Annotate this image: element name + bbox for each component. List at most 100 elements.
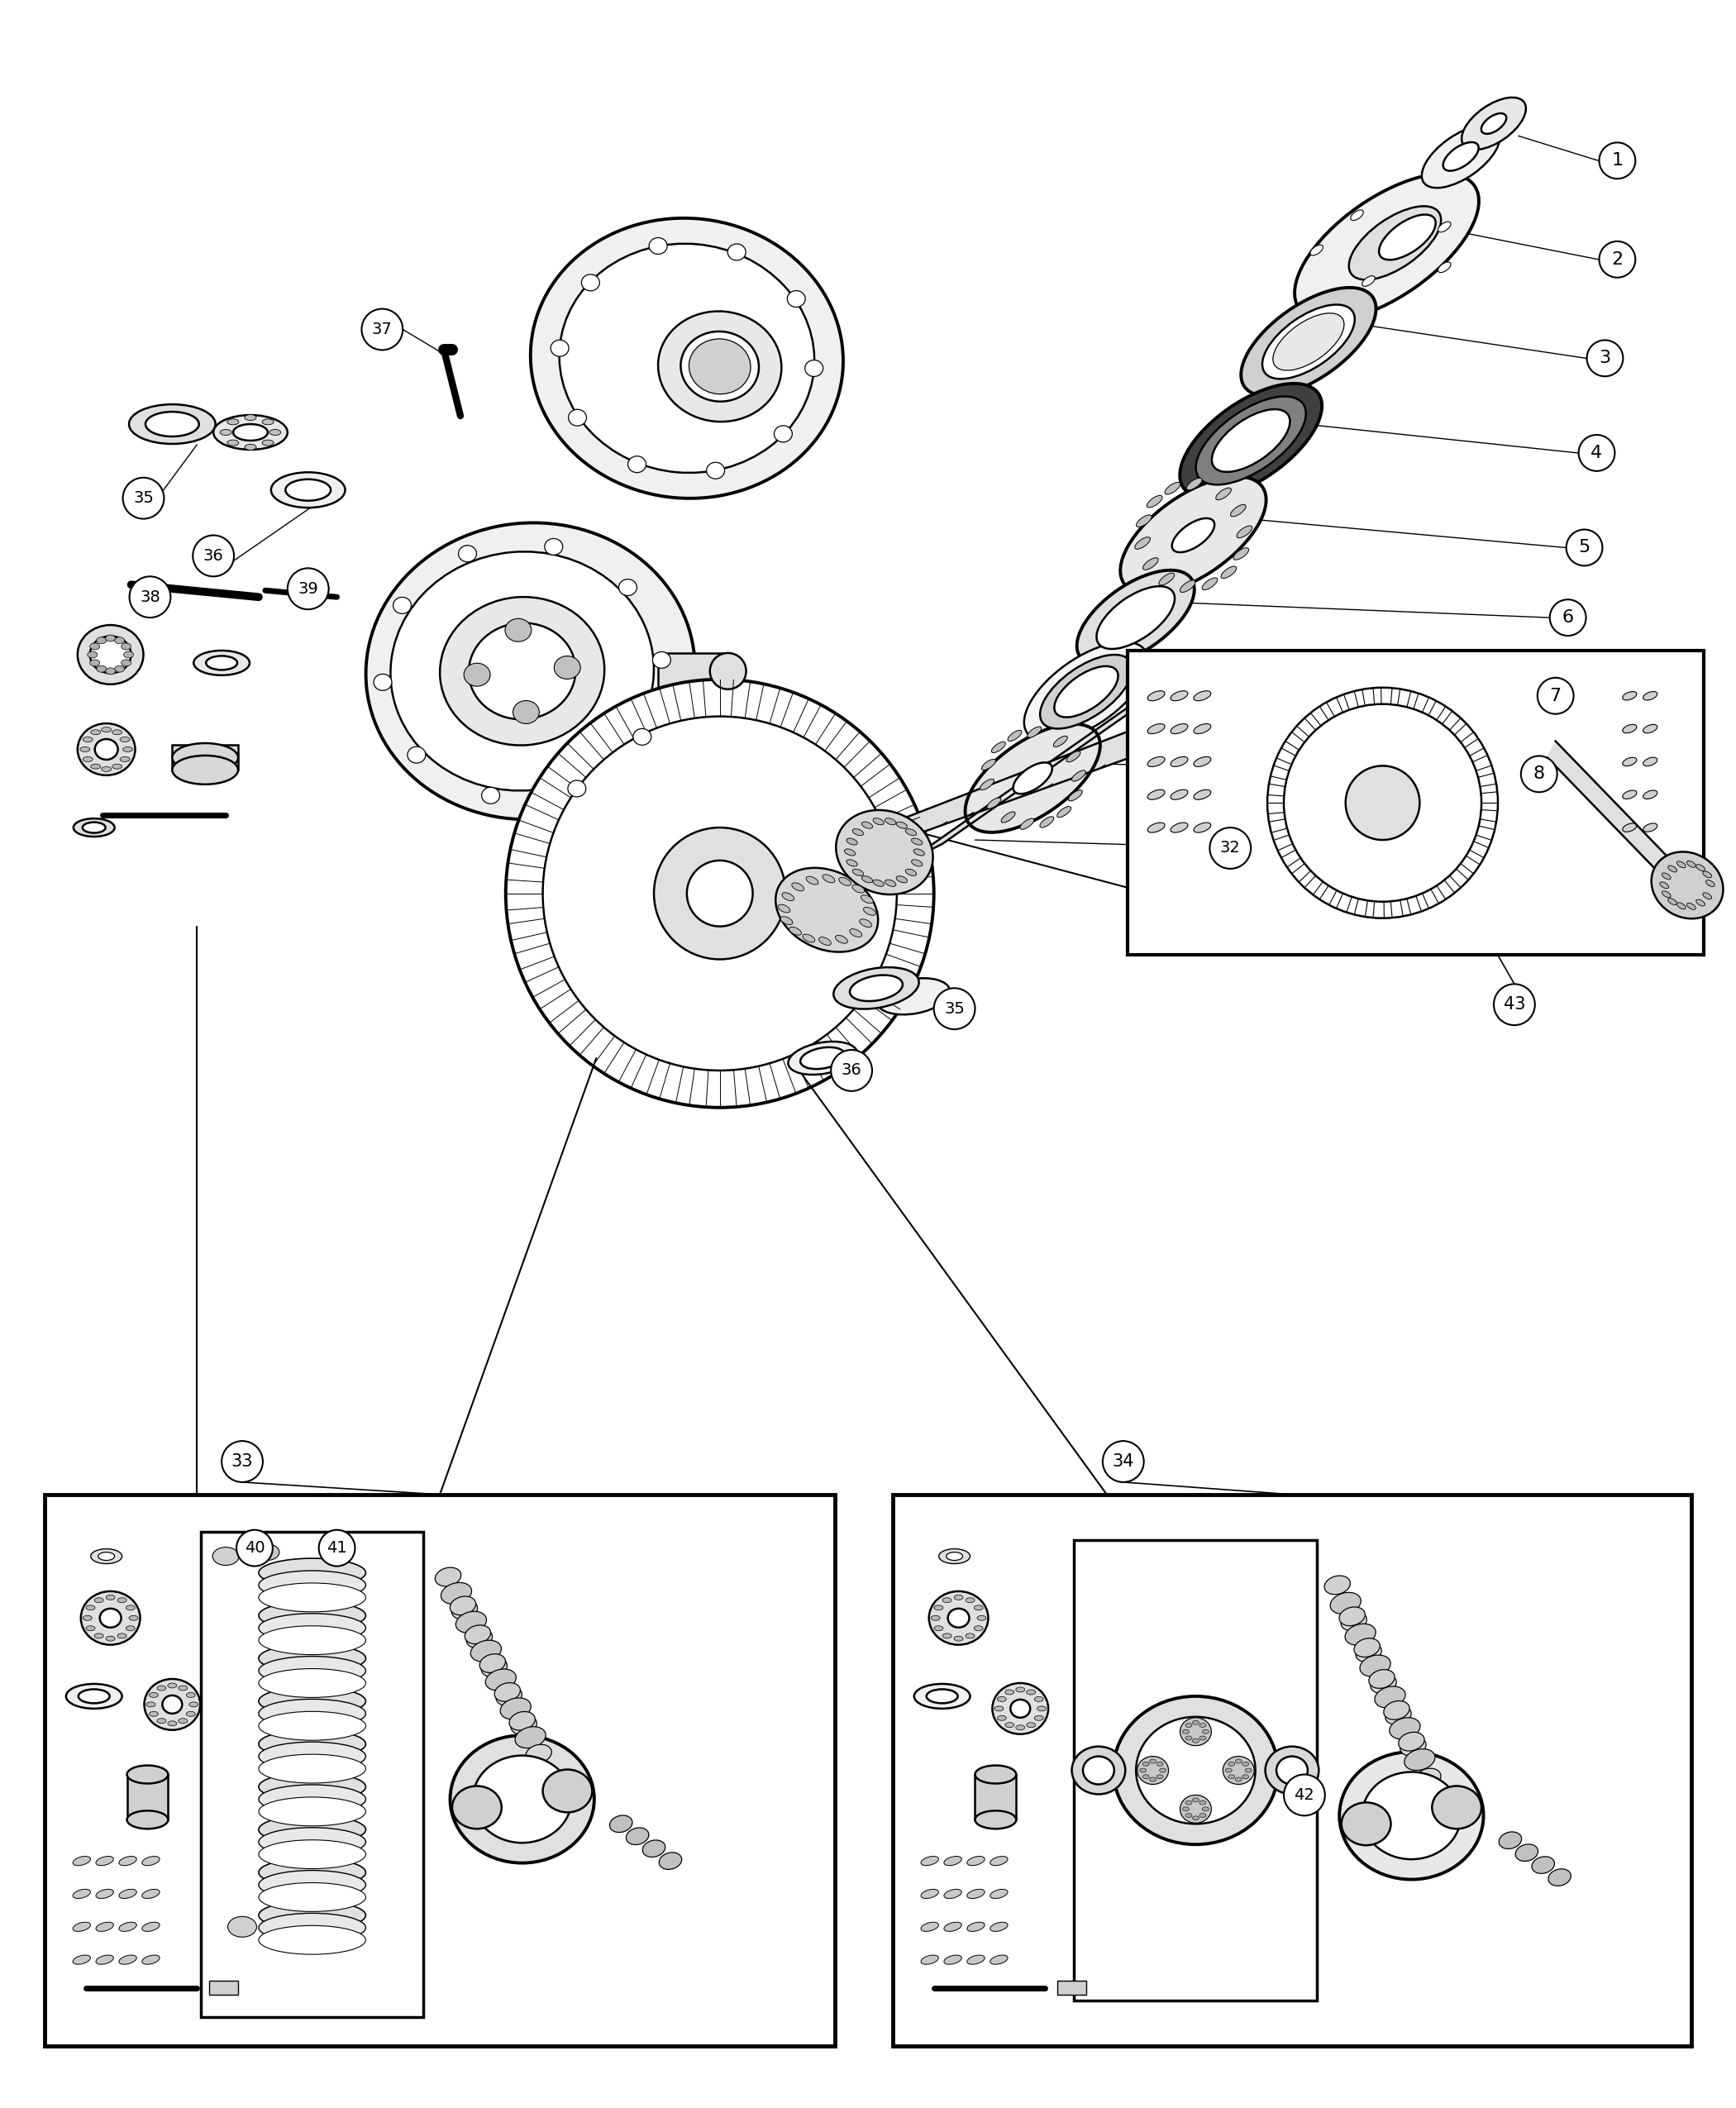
Ellipse shape [861, 877, 873, 883]
Ellipse shape [781, 917, 793, 925]
Ellipse shape [1432, 1785, 1481, 1830]
Ellipse shape [97, 666, 106, 672]
Ellipse shape [1644, 790, 1658, 799]
Ellipse shape [259, 1914, 366, 1941]
Ellipse shape [996, 1697, 1007, 1701]
Ellipse shape [1016, 1686, 1024, 1693]
Ellipse shape [1007, 729, 1023, 742]
Text: 40: 40 [245, 1541, 266, 1556]
Ellipse shape [838, 877, 851, 885]
Bar [172, 746, 238, 769]
Ellipse shape [123, 651, 134, 658]
Circle shape [543, 717, 898, 1071]
Ellipse shape [1036, 1705, 1047, 1712]
Ellipse shape [1236, 1760, 1241, 1764]
Ellipse shape [1236, 525, 1252, 538]
Polygon shape [901, 721, 1165, 839]
Ellipse shape [391, 552, 654, 790]
Ellipse shape [990, 1889, 1007, 1899]
Ellipse shape [861, 896, 873, 904]
Ellipse shape [95, 740, 118, 759]
Ellipse shape [83, 738, 92, 742]
Ellipse shape [127, 1606, 135, 1611]
Ellipse shape [911, 860, 922, 866]
Polygon shape [1547, 742, 1684, 890]
Text: 5: 5 [1578, 540, 1590, 557]
Circle shape [505, 679, 934, 1107]
Ellipse shape [1160, 1769, 1167, 1773]
Ellipse shape [457, 1611, 486, 1634]
Ellipse shape [1113, 1697, 1278, 1844]
Text: 8: 8 [1533, 765, 1545, 782]
Ellipse shape [974, 1625, 983, 1632]
Ellipse shape [1266, 1745, 1319, 1794]
Ellipse shape [441, 1583, 472, 1604]
Ellipse shape [658, 312, 781, 422]
Ellipse shape [1054, 736, 1068, 746]
Ellipse shape [906, 868, 917, 875]
Text: 7: 7 [1550, 687, 1561, 704]
Ellipse shape [1160, 573, 1174, 586]
Ellipse shape [965, 1598, 974, 1602]
Ellipse shape [156, 1718, 167, 1724]
Ellipse shape [90, 729, 101, 736]
Ellipse shape [207, 656, 238, 670]
Ellipse shape [1002, 812, 1016, 822]
Ellipse shape [408, 746, 425, 763]
Ellipse shape [1054, 666, 1118, 717]
Ellipse shape [1147, 757, 1165, 767]
Ellipse shape [146, 411, 200, 436]
Ellipse shape [1226, 1769, 1233, 1773]
Ellipse shape [227, 441, 240, 445]
Ellipse shape [1212, 409, 1290, 472]
Ellipse shape [194, 651, 250, 675]
Ellipse shape [1415, 1769, 1441, 1788]
Ellipse shape [946, 1551, 963, 1560]
Ellipse shape [509, 1712, 535, 1731]
Ellipse shape [500, 1697, 531, 1720]
Ellipse shape [259, 1925, 366, 1954]
Ellipse shape [1194, 757, 1212, 767]
Circle shape [654, 828, 786, 959]
Ellipse shape [778, 904, 790, 913]
Ellipse shape [259, 1870, 366, 1899]
Ellipse shape [146, 1701, 155, 1707]
Ellipse shape [259, 1857, 366, 1887]
Ellipse shape [1668, 866, 1677, 873]
Ellipse shape [1021, 818, 1035, 828]
Text: 36: 36 [203, 548, 224, 563]
Ellipse shape [90, 763, 101, 769]
Ellipse shape [1180, 1796, 1212, 1823]
Ellipse shape [1363, 1773, 1460, 1859]
Ellipse shape [1142, 1775, 1149, 1779]
Ellipse shape [458, 546, 477, 563]
Ellipse shape [911, 839, 922, 845]
Ellipse shape [550, 339, 569, 356]
Ellipse shape [436, 1568, 462, 1585]
Ellipse shape [451, 1600, 477, 1619]
Ellipse shape [948, 1608, 969, 1627]
Ellipse shape [877, 978, 950, 1014]
Ellipse shape [87, 651, 97, 658]
Ellipse shape [1325, 1575, 1351, 1594]
Ellipse shape [163, 1695, 182, 1714]
Ellipse shape [1016, 1724, 1024, 1731]
Ellipse shape [94, 1598, 104, 1602]
Ellipse shape [87, 1606, 95, 1611]
Ellipse shape [516, 1726, 545, 1748]
Ellipse shape [944, 1889, 962, 1899]
Ellipse shape [285, 479, 332, 502]
Ellipse shape [1066, 750, 1080, 761]
Ellipse shape [259, 1729, 366, 1758]
Circle shape [1566, 529, 1602, 565]
Ellipse shape [481, 786, 500, 803]
Ellipse shape [259, 1754, 366, 1783]
Ellipse shape [271, 472, 345, 508]
Ellipse shape [885, 818, 896, 824]
Ellipse shape [849, 930, 861, 938]
Ellipse shape [1401, 1737, 1425, 1756]
Ellipse shape [1222, 1756, 1253, 1783]
Bar [127, 1775, 168, 1819]
Ellipse shape [1194, 790, 1212, 799]
Ellipse shape [913, 850, 925, 856]
